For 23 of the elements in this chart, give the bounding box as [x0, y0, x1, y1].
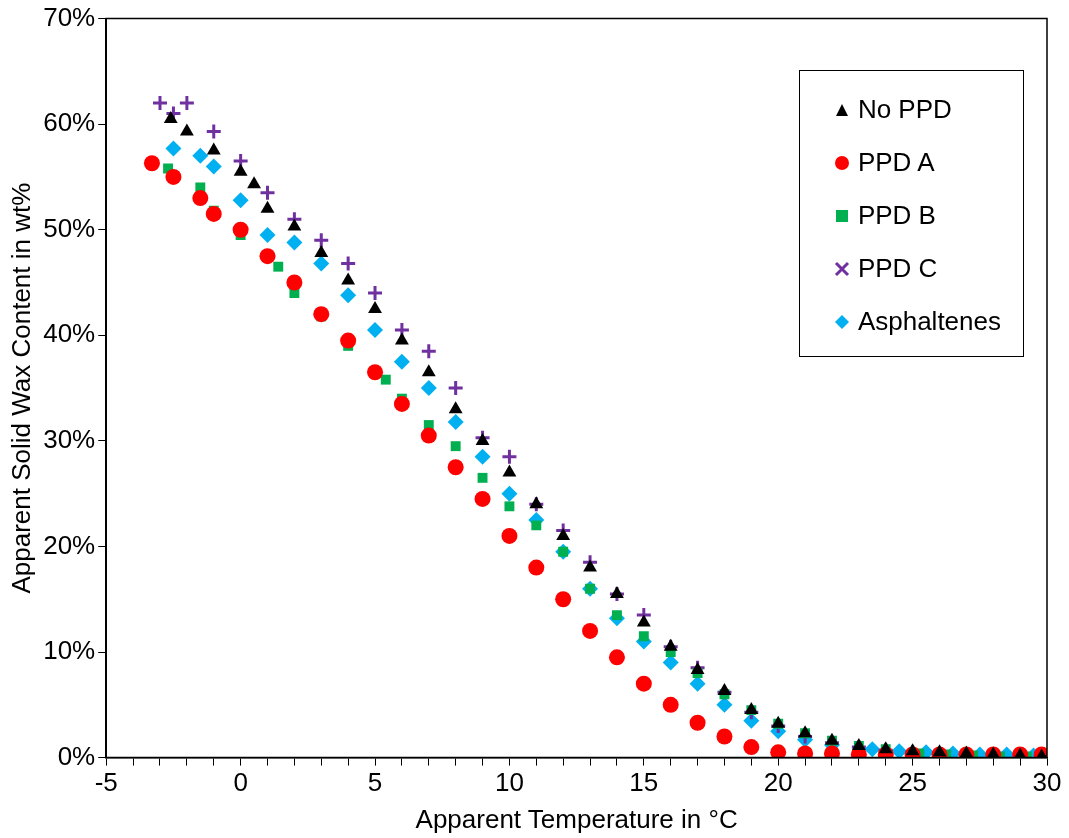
y-tick-label: 20% — [43, 529, 96, 560]
y-tick-label: 50% — [43, 212, 96, 243]
x-tick-label: 25 — [898, 767, 928, 798]
y-axis-title: Apparent Solid Wax Content in wt% — [5, 182, 36, 594]
y-tick-label: 40% — [43, 318, 96, 349]
x-axis-title: Apparent Temperature in °C — [415, 803, 738, 834]
x-tick-label: 30 — [1032, 767, 1062, 798]
legend-label: Asphaltenes — [857, 306, 1001, 337]
x-tick-label: -5 — [94, 767, 118, 798]
legend-label: PPD A — [857, 147, 935, 178]
y-tick-label: 10% — [43, 635, 96, 666]
y-tick-label: 70% — [43, 1, 96, 32]
legend-label: No PPD — [857, 94, 952, 125]
x-tick-label: 5 — [367, 767, 383, 798]
y-tick-label: 0% — [57, 740, 96, 771]
x-tick-label: 0 — [233, 767, 248, 798]
y-tick-label: 30% — [43, 424, 96, 455]
legend-label: PPD B — [857, 200, 936, 231]
x-tick-label: 10 — [494, 767, 524, 798]
legend-label: PPD C — [857, 253, 938, 284]
y-tick-label: 60% — [43, 107, 96, 138]
x-tick-label: 20 — [763, 767, 793, 798]
x-tick-label: 15 — [629, 767, 659, 798]
